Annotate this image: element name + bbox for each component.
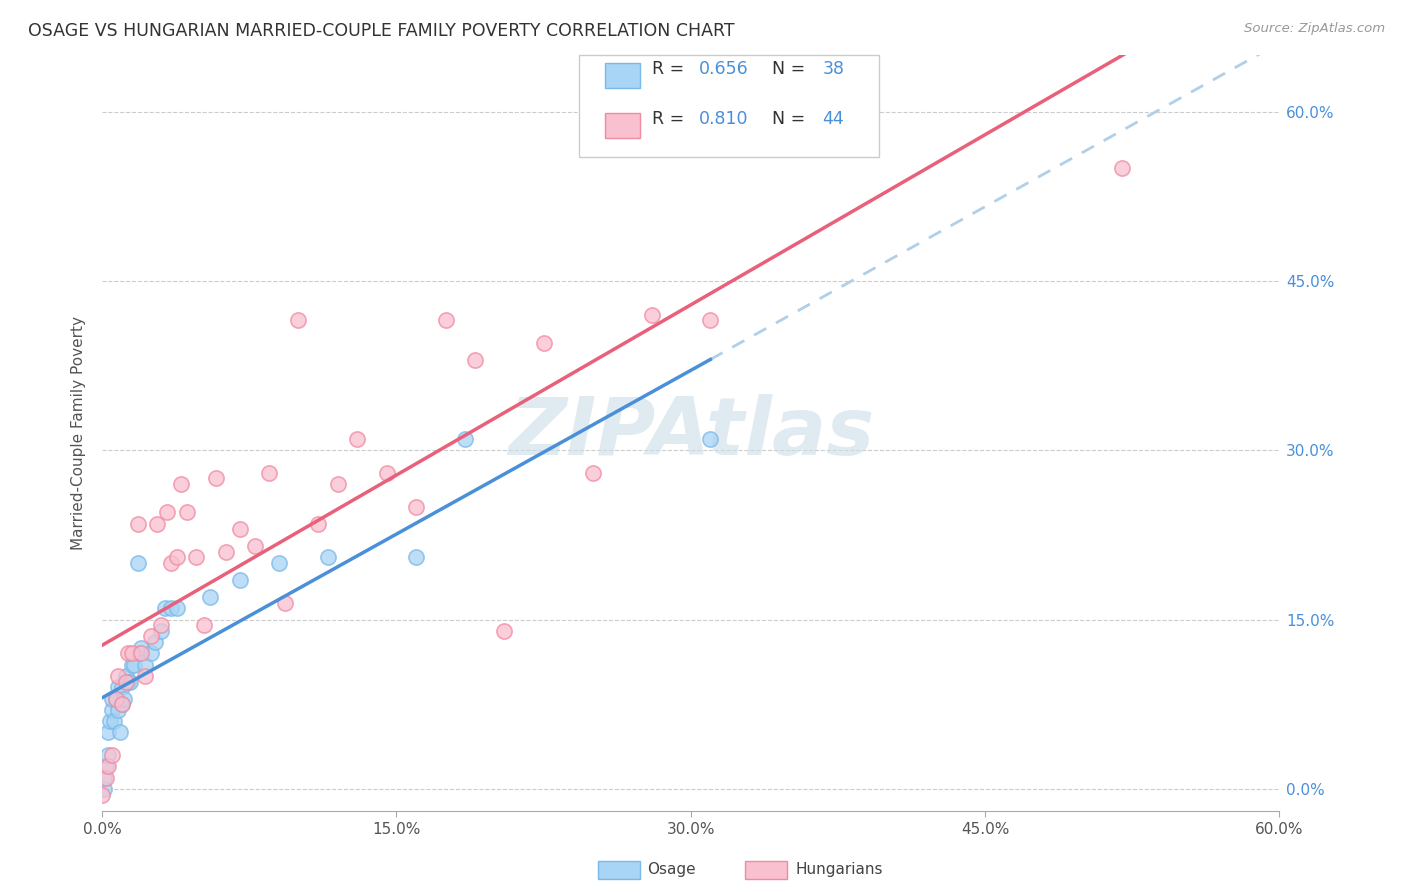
Point	[101, 747, 124, 762]
Point	[146, 516, 169, 531]
Point	[326, 477, 349, 491]
Point	[267, 556, 290, 570]
FancyBboxPatch shape	[605, 62, 640, 87]
Point	[91, 788, 114, 802]
Point	[205, 471, 228, 485]
Point	[287, 313, 309, 327]
Text: Osage: Osage	[647, 863, 696, 877]
Point	[454, 432, 477, 446]
Point	[128, 647, 150, 661]
Point	[141, 630, 163, 644]
Point	[699, 313, 721, 327]
Point	[117, 647, 139, 661]
Text: R =: R =	[652, 111, 690, 128]
Point	[405, 500, 427, 514]
Point	[186, 550, 208, 565]
Point	[150, 618, 173, 632]
Point	[104, 691, 127, 706]
Text: ZIPAtlas: ZIPAtlas	[508, 394, 875, 472]
Point	[93, 781, 115, 796]
Point	[107, 669, 129, 683]
Point	[193, 618, 215, 632]
Text: N =: N =	[762, 111, 811, 128]
Point	[198, 590, 221, 604]
Point	[150, 624, 173, 638]
Text: 38: 38	[823, 60, 845, 78]
Point	[215, 545, 238, 559]
Point	[93, 771, 115, 785]
Point	[160, 601, 183, 615]
Point	[160, 556, 183, 570]
Point	[346, 432, 368, 446]
Text: R =: R =	[652, 60, 690, 78]
Point	[153, 601, 176, 615]
Point	[533, 336, 555, 351]
Point	[273, 596, 295, 610]
Text: Source: ZipAtlas.com: Source: ZipAtlas.com	[1244, 22, 1385, 36]
Point	[114, 669, 136, 683]
Point	[94, 759, 117, 773]
Point	[640, 308, 662, 322]
Text: OSAGE VS HUNGARIAN MARRIED-COUPLE FAMILY POVERTY CORRELATION CHART: OSAGE VS HUNGARIAN MARRIED-COUPLE FAMILY…	[28, 22, 735, 40]
Point	[121, 647, 143, 661]
Point	[245, 539, 267, 553]
Text: 0.656: 0.656	[699, 60, 749, 78]
Point	[118, 674, 141, 689]
Point	[101, 691, 124, 706]
Point	[111, 680, 134, 694]
Point	[97, 747, 120, 762]
Point	[98, 714, 121, 728]
Point	[176, 505, 198, 519]
Point	[699, 432, 721, 446]
Point	[1111, 161, 1133, 175]
Point	[107, 680, 129, 694]
Point	[134, 669, 156, 683]
Point	[143, 635, 166, 649]
Point	[122, 657, 145, 672]
Point	[101, 703, 124, 717]
Text: 0.810: 0.810	[699, 111, 748, 128]
Point	[434, 313, 457, 327]
Point	[97, 759, 120, 773]
Point	[494, 624, 516, 638]
Point	[166, 550, 188, 565]
Point	[112, 691, 135, 706]
Point	[97, 725, 120, 739]
Text: N =: N =	[762, 60, 811, 78]
Point	[104, 691, 127, 706]
Y-axis label: Married-Couple Family Poverty: Married-Couple Family Poverty	[72, 317, 86, 550]
Point	[111, 697, 134, 711]
Point	[94, 771, 117, 785]
Point	[582, 466, 605, 480]
Point	[127, 516, 149, 531]
Point	[375, 466, 398, 480]
Point	[127, 556, 149, 570]
Point	[156, 505, 179, 519]
Point	[134, 657, 156, 672]
Point	[107, 703, 129, 717]
Text: Hungarians: Hungarians	[796, 863, 883, 877]
Point	[257, 466, 280, 480]
FancyBboxPatch shape	[605, 113, 640, 138]
Point	[170, 477, 193, 491]
Point	[121, 657, 143, 672]
FancyBboxPatch shape	[579, 55, 879, 157]
Point	[316, 550, 339, 565]
Point	[405, 550, 427, 565]
Point	[117, 674, 139, 689]
Point	[103, 714, 125, 728]
Text: 44: 44	[823, 111, 845, 128]
Point	[228, 573, 250, 587]
Point	[307, 516, 329, 531]
Point	[228, 522, 250, 536]
Point	[111, 697, 134, 711]
Point	[768, 127, 790, 141]
Point	[114, 674, 136, 689]
Point	[166, 601, 188, 615]
Point	[141, 647, 163, 661]
Point	[131, 647, 153, 661]
Point	[464, 352, 486, 367]
Point	[131, 640, 153, 655]
Point	[108, 725, 131, 739]
